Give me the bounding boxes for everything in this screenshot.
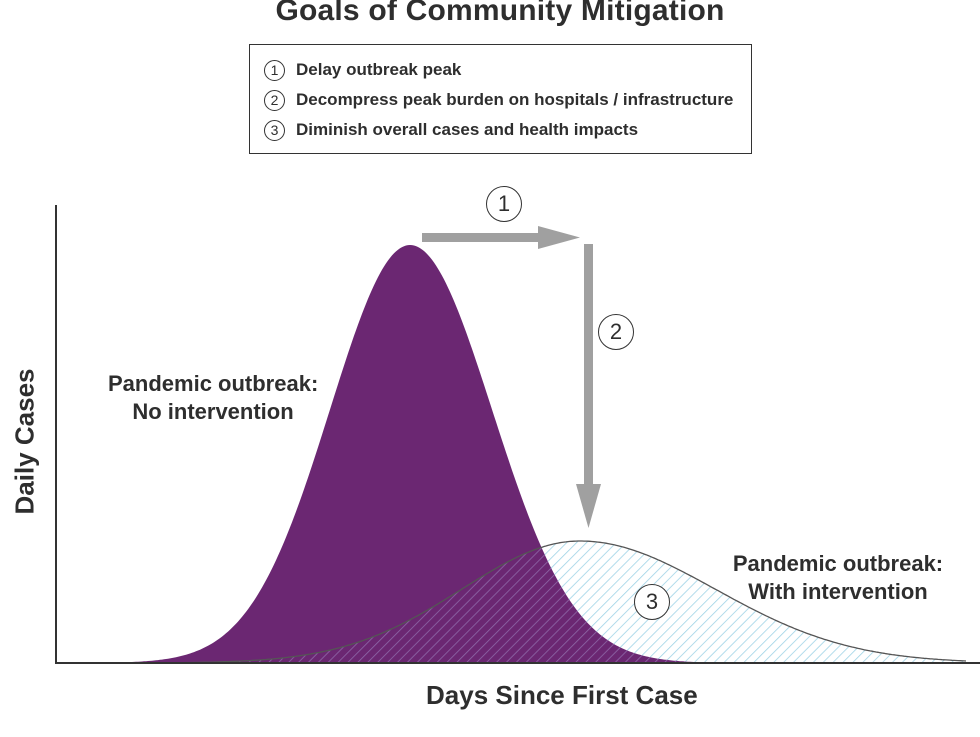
legend-text-decompress: Decompress peak burden on hospitals / in…	[296, 90, 734, 109]
label-no-intervention-line1: Pandemic outbreak:	[108, 371, 319, 396]
legend-number-3: 3	[264, 119, 285, 141]
label-no-intervention-line2: No intervention	[132, 399, 294, 424]
y-axis-label: Daily Cases	[9, 368, 40, 515]
delay-arrow	[422, 226, 580, 249]
legend-item-delay: 1 Delay outbreak peak	[264, 57, 461, 83]
delay-arrow-head	[538, 226, 580, 249]
label-with-intervention: Pandemic outbreak: With intervention	[728, 550, 948, 606]
decompress-arrow-shaft	[584, 244, 593, 486]
callout-diminish: 3	[634, 584, 670, 620]
label-no-intervention: Pandemic outbreak: No intervention	[108, 370, 318, 426]
delay-arrow-shaft	[422, 233, 540, 242]
decompress-arrow	[576, 244, 601, 528]
legend-text-diminish: Diminish overall cases and health impact…	[296, 120, 639, 139]
no-intervention-area	[56, 245, 776, 663]
label-with-intervention-line2: With intervention	[748, 579, 928, 604]
legend-number-2: 2	[264, 89, 285, 111]
goals-legend: 1 Delay outbreak peak 2 Decompress peak …	[249, 44, 752, 154]
label-with-intervention-line1: Pandemic outbreak:	[732, 551, 944, 576]
x-axis-label: Days Since First Case	[426, 680, 698, 710]
callout-delay: 1	[486, 186, 522, 222]
decompress-arrow-head	[576, 484, 601, 528]
callout-decompress: 2	[598, 314, 634, 350]
legend-item-decompress: 2 Decompress peak burden on hospitals / …	[264, 87, 733, 113]
diagram-title: Goals of Community Mitigation	[275, 0, 725, 27]
legend-item-diminish: 3 Diminish overall cases and health impa…	[264, 117, 638, 143]
legend-number-1: 1	[264, 59, 285, 81]
legend-text-delay: Delay outbreak peak	[296, 60, 462, 79]
